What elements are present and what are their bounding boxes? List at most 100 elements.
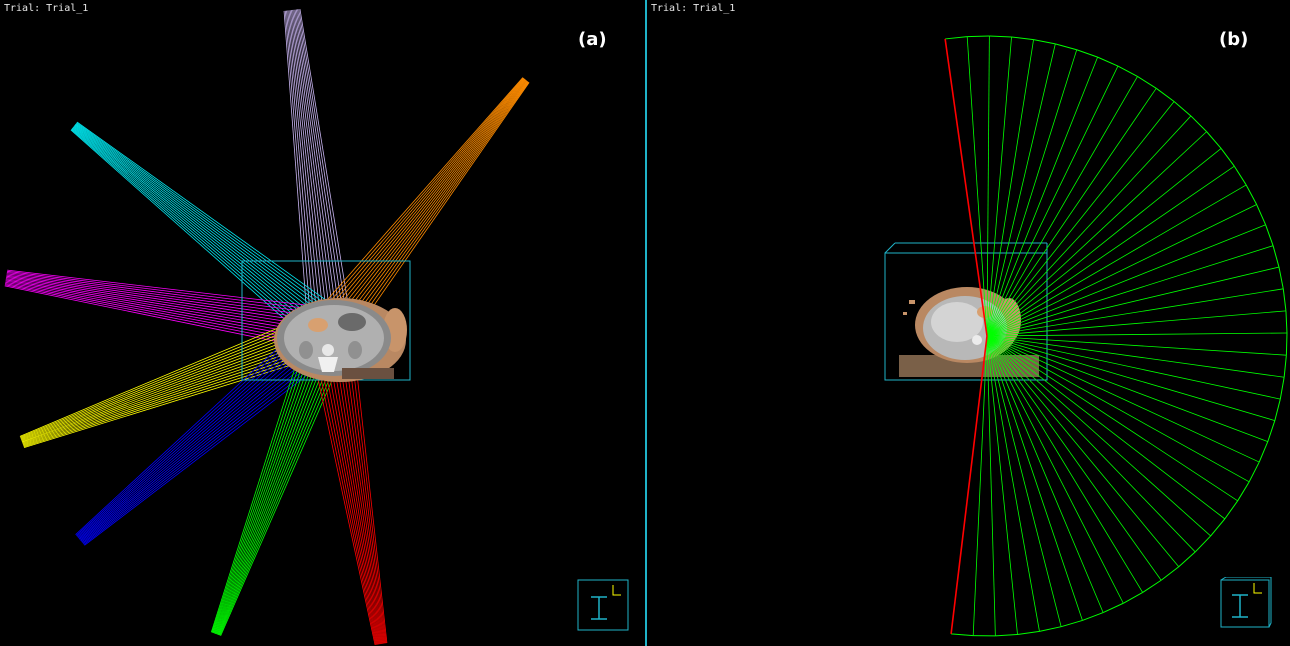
- beam-ray: [6, 274, 332, 323]
- beam-ray: [84, 346, 345, 546]
- arc-edge: [1224, 500, 1239, 520]
- arc-ray: [986, 335, 1196, 553]
- arc-edge: [945, 36, 968, 40]
- beam-ray: [4, 284, 328, 349]
- arc-ray: [986, 88, 1157, 337]
- beam-ray: [292, 9, 333, 330]
- arc-ray: [986, 335, 1083, 621]
- arc-edge: [967, 35, 990, 38]
- beam-ray: [288, 10, 322, 332]
- arc-ray: [986, 335, 1238, 502]
- trial-label: Trial: Trial_1: [4, 3, 89, 14]
- arc-ray: [986, 335, 1268, 442]
- viewport-divider[interactable]: [645, 0, 647, 646]
- arc-edge: [1256, 204, 1267, 225]
- arc-ray: [986, 56, 1098, 337]
- patient-body: [274, 298, 407, 382]
- beam-ray: [211, 323, 313, 633]
- beam-ray: [81, 336, 336, 543]
- arc-edge: [1011, 36, 1034, 41]
- arc-edge: [989, 35, 1012, 38]
- beam-ray: [336, 80, 528, 336]
- arc-ray: [972, 335, 988, 636]
- beam-ray: [213, 326, 323, 634]
- arc-edge: [1178, 551, 1196, 568]
- beam-ray: [73, 125, 330, 332]
- beam-ray: [75, 312, 317, 535]
- arc-ray: [986, 335, 1062, 627]
- arc-boundary-ray: [950, 335, 988, 634]
- arc-ray: [986, 335, 1275, 421]
- arc-ray: [986, 36, 1012, 337]
- arc-ray: [986, 335, 1226, 520]
- beam-ray: [331, 79, 527, 332]
- arc-ray: [986, 115, 1192, 337]
- arc-ray: [986, 335, 996, 636]
- beam-ray: [4, 285, 327, 353]
- beam-scene-b: [884, 35, 1288, 637]
- beam-ray: [312, 77, 524, 317]
- arc-edge: [1248, 461, 1260, 483]
- beam-ray: [320, 78, 525, 323]
- arc-edge: [1267, 420, 1276, 442]
- beam-ray: [289, 10, 326, 331]
- arc-ray: [986, 76, 1138, 337]
- beam-ray: [5, 278, 330, 333]
- arc-ray: [986, 101, 1175, 337]
- beam-ray: [82, 338, 338, 544]
- beam-ray: [344, 81, 529, 342]
- orientation-cube-icon[interactable]: [577, 579, 629, 631]
- beam-ray: [5, 280, 329, 339]
- beam-ray: [341, 81, 529, 340]
- beam-ray: [321, 331, 380, 645]
- arc-ray: [986, 335, 1162, 581]
- arc-edge: [1258, 441, 1269, 463]
- orientation-cube-icon[interactable]: [1220, 577, 1272, 629]
- beam-ray: [324, 330, 381, 645]
- beam-ray: [299, 8, 353, 328]
- arc-ray: [966, 36, 988, 337]
- beam-ray: [216, 331, 336, 635]
- beam-ray: [217, 332, 339, 635]
- beam-ray: [295, 9, 343, 329]
- beam-ray: [75, 122, 340, 319]
- arc-edge: [1190, 115, 1207, 132]
- arc-edge: [995, 633, 1018, 637]
- arc-ray: [986, 335, 1281, 400]
- beam-ray: [283, 10, 309, 333]
- arc-ray: [986, 165, 1235, 337]
- arc-ray: [986, 332, 1287, 337]
- arc-edge: [1245, 184, 1258, 205]
- arc-ray: [986, 266, 1280, 337]
- arc-ray: [986, 224, 1266, 337]
- viewport-a[interactable]: Trial: Trial_1 (a): [0, 0, 645, 646]
- beam-ray: [311, 332, 377, 645]
- arc-edge: [1173, 101, 1192, 117]
- beam-fan-group: [4, 8, 530, 646]
- arc-ray: [986, 148, 1222, 337]
- beam-ray: [219, 336, 348, 636]
- arc-edge: [1155, 87, 1175, 102]
- beam-ray: [73, 126, 328, 335]
- arc-ray: [986, 36, 990, 337]
- beam-ray: [5, 281, 329, 343]
- beam-ray: [72, 127, 325, 337]
- beam-ray: [75, 123, 338, 322]
- beam-ray: [71, 128, 321, 343]
- arc-edge: [1142, 579, 1162, 593]
- arc-beam-group: [944, 35, 1288, 637]
- arc-ray: [986, 335, 1180, 567]
- arc-edge: [1033, 39, 1056, 45]
- arc-ray: [986, 335, 1285, 378]
- beam-ray: [73, 125, 332, 329]
- beam-ray: [286, 10, 316, 332]
- arc-edge: [951, 633, 974, 637]
- arc-edge: [1160, 566, 1180, 581]
- arc-edge: [1039, 626, 1062, 632]
- viewport-b[interactable]: Trial: Trial_1 (b): [647, 0, 1290, 646]
- beam-ray: [20, 315, 325, 439]
- arc-ray: [986, 335, 1104, 613]
- beam-ray: [346, 82, 530, 344]
- beam-ray: [83, 343, 343, 545]
- beam-ray: [74, 124, 334, 327]
